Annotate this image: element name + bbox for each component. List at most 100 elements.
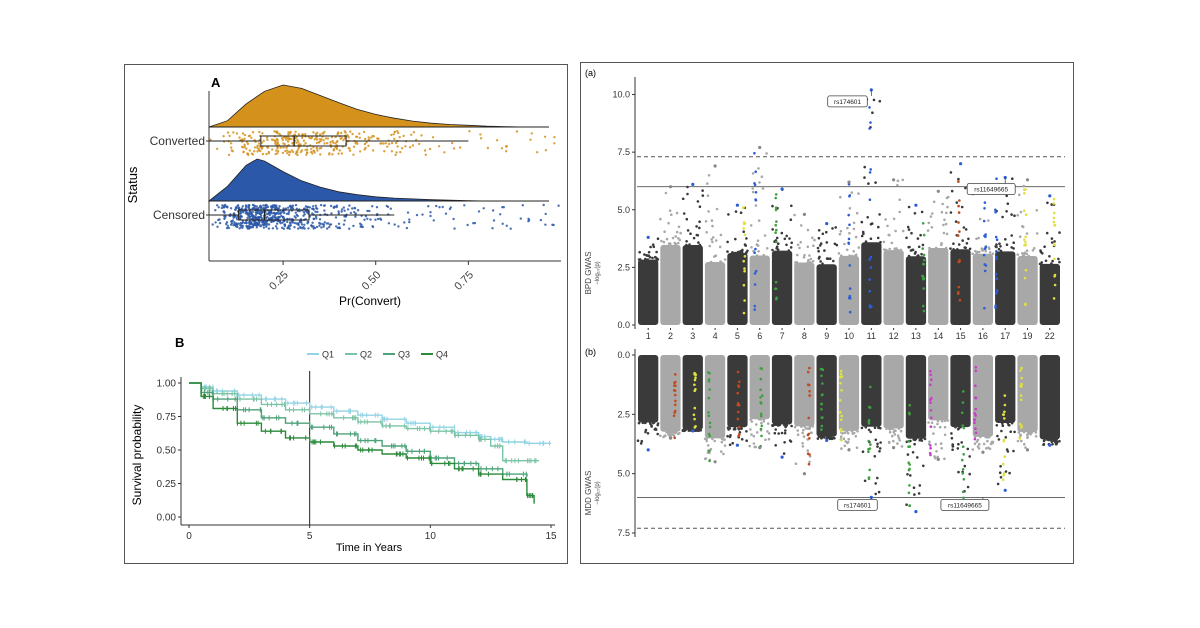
manhattan-point bbox=[670, 430, 673, 434]
chart-b-survival: B Survival probability Time in Years 0.0… bbox=[130, 335, 557, 554]
jitter-point bbox=[272, 220, 275, 223]
manhattan-point bbox=[672, 431, 675, 434]
jitter-point bbox=[492, 219, 496, 222]
jitter-point bbox=[250, 152, 254, 155]
jitter-point bbox=[491, 227, 494, 230]
manhattan-point bbox=[987, 246, 991, 249]
panel-b-manhattan-label: (b) bbox=[585, 347, 596, 357]
manhattan-point bbox=[996, 482, 1000, 486]
manhattan-chromosome-body bbox=[682, 355, 703, 430]
chart-manhattan-a: (a) BPD GWAS −log₁₀(p) 0.02.55.07.510.01… bbox=[584, 68, 1065, 341]
manhattan-point bbox=[685, 217, 689, 221]
manhattan-point bbox=[906, 225, 910, 229]
jitter-point bbox=[394, 153, 397, 157]
manhattan-y-tick-label: 0.0 bbox=[617, 320, 630, 330]
jitter-point bbox=[266, 222, 269, 226]
manhattan-y-tick-label: 7.5 bbox=[617, 147, 630, 157]
manhattan-point bbox=[978, 217, 982, 221]
manhattan-highlight-point bbox=[983, 247, 987, 250]
jitter-point bbox=[410, 133, 413, 136]
manhattan-point bbox=[907, 254, 911, 258]
manhattan-point bbox=[839, 229, 843, 233]
manhattan-point bbox=[971, 252, 974, 256]
manhattan-highlight-point bbox=[807, 462, 811, 466]
manhattan-chromosome-body bbox=[771, 250, 793, 325]
manhattan-point bbox=[860, 234, 864, 238]
manhattan-highlight-point bbox=[868, 447, 872, 450]
manhattan-chromosome-body bbox=[1039, 355, 1060, 440]
manhattan-point bbox=[949, 211, 953, 214]
manhattan-highlight-point bbox=[774, 280, 778, 284]
manhattan-point bbox=[802, 428, 805, 432]
manhattan-highlight-point bbox=[754, 247, 757, 251]
manhattan-point bbox=[668, 430, 671, 434]
manhattan-highlight-point bbox=[869, 443, 872, 446]
jitter-point bbox=[342, 206, 345, 209]
manhattan-point bbox=[989, 442, 993, 446]
jitter-point bbox=[279, 146, 282, 149]
manhattan-highlight-point bbox=[929, 369, 932, 373]
manhattan-chromosome-body bbox=[1039, 263, 1060, 325]
manhattan-point bbox=[803, 425, 806, 428]
manhattan-point bbox=[1054, 443, 1058, 446]
manhattan-point bbox=[864, 425, 868, 429]
manhattan-point bbox=[766, 422, 770, 425]
manhattan-point bbox=[897, 436, 901, 440]
jitter-point bbox=[227, 226, 231, 230]
jitter-point bbox=[261, 132, 264, 135]
jitter-point bbox=[370, 136, 373, 139]
manhattan-point bbox=[1019, 210, 1023, 214]
manhattan-point bbox=[1004, 238, 1007, 241]
jitter-point bbox=[314, 132, 318, 135]
manhattan-point bbox=[929, 215, 933, 218]
jitter-point bbox=[248, 227, 251, 230]
manhattan-highlight-point bbox=[922, 263, 926, 266]
manhattan-point bbox=[966, 485, 970, 489]
jitter-point bbox=[521, 204, 524, 207]
manhattan-point bbox=[898, 210, 901, 214]
jitter-point bbox=[408, 146, 412, 149]
manhattan-highlight-point bbox=[929, 444, 932, 447]
jitter-point bbox=[399, 150, 402, 154]
manhattan-highlight-point bbox=[974, 431, 978, 435]
jitter-point bbox=[310, 147, 313, 151]
manhattan-point bbox=[711, 240, 714, 244]
manhattan-point bbox=[956, 248, 959, 251]
manhattan-chromosome-body bbox=[638, 355, 659, 423]
manhattan-point bbox=[795, 260, 798, 264]
manhattan-point bbox=[843, 242, 846, 246]
manhattan-point bbox=[1053, 240, 1056, 243]
manhattan-point bbox=[997, 247, 1001, 251]
manhattan-point bbox=[807, 258, 810, 262]
manhattan-point bbox=[796, 243, 800, 247]
manhattan-point bbox=[900, 445, 904, 448]
jitter-point bbox=[366, 209, 369, 213]
manhattan-highlight-point bbox=[1024, 235, 1027, 239]
jitter-point bbox=[262, 139, 265, 143]
manhattan-point bbox=[745, 251, 748, 254]
manhattan-point bbox=[788, 237, 791, 240]
jitter-point bbox=[312, 131, 315, 134]
jitter-point bbox=[342, 223, 346, 226]
manhattan-point bbox=[944, 246, 948, 250]
manhattan-point bbox=[1035, 209, 1039, 212]
manhattan-point bbox=[905, 503, 908, 507]
manhattan-highlight-point bbox=[673, 436, 676, 440]
manhattan-point bbox=[745, 430, 748, 433]
manhattan-point bbox=[754, 445, 757, 449]
manhattan-point bbox=[892, 217, 896, 221]
jitter-point bbox=[396, 145, 399, 148]
manhattan-point bbox=[921, 243, 925, 247]
jitter-point bbox=[223, 217, 226, 220]
manhattan-highlight-point bbox=[868, 468, 871, 472]
manhattan-point bbox=[1018, 193, 1021, 197]
jitter-point bbox=[315, 206, 318, 210]
manhattan-point bbox=[914, 250, 917, 254]
jitter-point bbox=[314, 215, 318, 218]
manhattan-point bbox=[839, 435, 843, 439]
jitter-point bbox=[260, 147, 264, 150]
manhattan-highlight-point bbox=[754, 198, 757, 201]
jitter-point bbox=[355, 135, 358, 138]
manhattan-point bbox=[734, 251, 738, 255]
manhattan-point bbox=[696, 200, 700, 203]
